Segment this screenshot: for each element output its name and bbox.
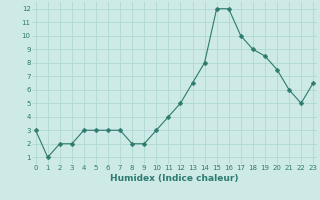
X-axis label: Humidex (Indice chaleur): Humidex (Indice chaleur)	[110, 174, 239, 183]
